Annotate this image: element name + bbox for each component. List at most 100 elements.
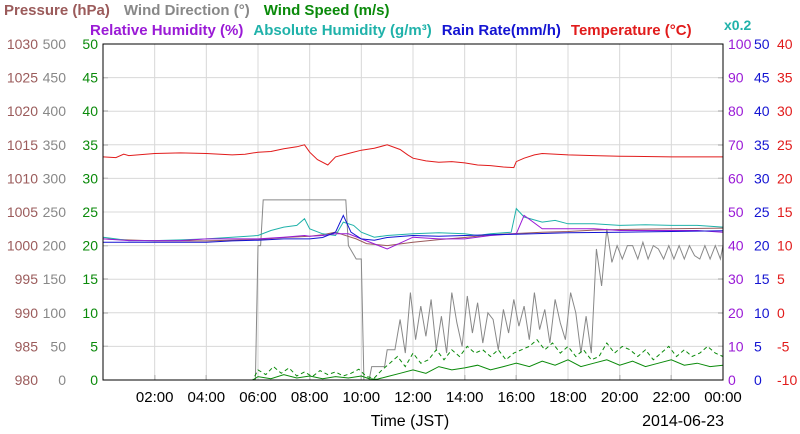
tick-label-rain-rate: 15	[754, 271, 770, 287]
tick-label-pressure: 985	[15, 338, 39, 354]
tick-label-rain-rate: 0	[754, 372, 762, 388]
tick-label-temperature: -10	[777, 372, 797, 388]
tick-label-humidity: 10	[728, 338, 744, 354]
tick-label-wind-speed: 5	[90, 338, 98, 354]
series-line-4	[103, 214, 724, 243]
x-tick-label: 10:00	[343, 389, 381, 406]
tick-label-temperature: 20	[777, 170, 793, 186]
tick-label-wind-speed: 50	[82, 36, 98, 52]
x-tick-label: 04:00	[188, 389, 226, 406]
tick-label-wind-direction: 150	[43, 271, 67, 287]
tick-label-humidity: 50	[728, 204, 744, 220]
series-line-7	[103, 359, 724, 381]
chart-series	[102, 144, 724, 381]
tick-label-humidity: 90	[728, 70, 744, 86]
x-tick-label: 16:00	[498, 389, 536, 406]
tick-label-humidity: 100	[728, 36, 752, 52]
tick-label-humidity: 0	[728, 372, 736, 388]
chart-axes: 9809859909951000100510101015102010251030…	[7, 36, 798, 406]
x-tick-label: 00:00	[704, 389, 742, 406]
tick-label-wind-speed: 40	[82, 103, 98, 119]
series-line-2	[102, 207, 724, 242]
tick-label-rain-rate: 50	[754, 36, 770, 52]
tick-label-temperature: 0	[777, 305, 785, 321]
tick-label-wind-speed: 20	[82, 238, 98, 254]
tick-label-temperature: 15	[777, 204, 793, 220]
chart-legend: Pressure (hPa) Wind Direction (°) Wind Spe…	[4, 2, 751, 39]
tick-label-wind-speed: 45	[82, 70, 98, 86]
tick-label-wind-direction: 0	[58, 372, 66, 388]
series-line-6	[103, 338, 724, 381]
tick-label-wind-speed: 35	[82, 137, 98, 153]
series-line-3	[102, 214, 724, 250]
tick-label-humidity: 40	[728, 238, 744, 254]
tick-label-rain-rate: 40	[754, 103, 770, 119]
tick-label-wind-speed: 30	[82, 170, 98, 186]
legend-item: Relative Humidity (%)	[90, 22, 243, 39]
tick-label-rain-rate: 35	[754, 137, 770, 153]
x-axis-label: Time (JST)	[371, 413, 450, 430]
legend-item: Rain Rate(mm/h)	[442, 22, 561, 39]
series-line-0	[102, 144, 723, 169]
tick-label-wind-direction: 350	[43, 137, 67, 153]
tick-label-temperature: 35	[777, 70, 793, 86]
tick-label-pressure: 1025	[7, 70, 38, 86]
tick-label-rain-rate: 20	[754, 238, 770, 254]
tick-label-pressure: 990	[15, 305, 39, 321]
tick-label-rain-rate: 5	[754, 338, 762, 354]
chart-grid	[103, 44, 723, 380]
tick-label-wind-speed: 0	[90, 372, 98, 388]
tick-label-pressure: 980	[15, 372, 39, 388]
tick-label-temperature: 40	[777, 36, 793, 52]
tick-label-humidity: 30	[728, 271, 744, 287]
date-label: 2014-06-23	[642, 413, 724, 430]
tick-label-humidity: 60	[728, 170, 744, 186]
tick-label-rain-rate: 25	[754, 204, 770, 220]
tick-label-temperature: -5	[777, 338, 790, 354]
tick-label-wind-direction: 50	[50, 338, 66, 354]
tick-label-temperature: 10	[777, 238, 793, 254]
legend-item: Temperature (°C)	[571, 22, 692, 39]
tick-label-wind-direction: 500	[43, 36, 67, 52]
tick-label-temperature: 5	[777, 271, 785, 287]
tick-label-wind-direction: 300	[43, 170, 67, 186]
x-tick-label: 20:00	[601, 389, 639, 406]
tick-label-pressure: 1010	[7, 170, 38, 186]
tick-label-pressure: 1030	[7, 36, 38, 52]
tick-label-rain-rate: 45	[754, 70, 770, 86]
tick-label-pressure: 995	[15, 271, 39, 287]
x-tick-label: 08:00	[291, 389, 329, 406]
tick-label-temperature: 25	[777, 137, 793, 153]
plot-frame	[102, 43, 724, 381]
tick-label-humidity: 20	[728, 305, 744, 321]
tick-label-wind-direction: 250	[43, 204, 67, 220]
tick-label-humidity: 70	[728, 137, 744, 153]
tick-label-wind-speed: 15	[82, 271, 98, 287]
x-tick-label: 14:00	[446, 389, 484, 406]
legend-item: Wind Speed (m/s)	[264, 2, 390, 19]
scale-note: x0.2	[724, 17, 751, 33]
x-tick-label: 06:00	[239, 389, 277, 406]
tick-label-wind-speed: 25	[82, 204, 98, 220]
tick-label-pressure: 1000	[7, 238, 38, 254]
tick-label-pressure: 1005	[7, 204, 38, 220]
tick-label-pressure: 1015	[7, 137, 38, 153]
tick-label-wind-direction: 100	[43, 305, 67, 321]
tick-label-rain-rate: 10	[754, 305, 770, 321]
tick-label-wind-direction: 450	[43, 70, 67, 86]
legend-item: Pressure (hPa)	[4, 2, 110, 19]
x-tick-label: 22:00	[653, 389, 691, 406]
tick-label-humidity: 80	[728, 103, 744, 119]
x-tick-label: 02:00	[136, 389, 174, 406]
legend-item: Absolute Humidity (g/m³)	[253, 22, 431, 39]
tick-label-wind-direction: 400	[43, 103, 67, 119]
tick-label-wind-speed: 10	[82, 305, 98, 321]
legend-item: Wind Direction (°)	[124, 2, 250, 19]
tick-label-wind-direction: 200	[43, 238, 67, 254]
tick-label-pressure: 1020	[7, 103, 38, 119]
tick-label-rain-rate: 30	[754, 170, 770, 186]
x-tick-label: 12:00	[394, 389, 432, 406]
tick-label-temperature: 30	[777, 103, 793, 119]
x-tick-label: 18:00	[549, 389, 587, 406]
